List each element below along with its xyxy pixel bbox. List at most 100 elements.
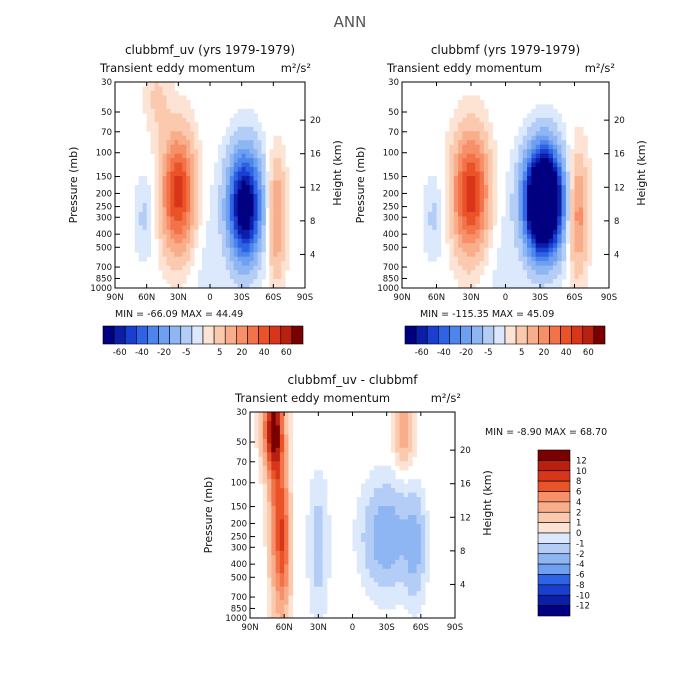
field-cell	[198, 211, 203, 217]
field-cell	[552, 265, 558, 271]
field-cell	[527, 135, 532, 141]
field-cell	[356, 541, 362, 547]
field-cell	[194, 189, 199, 195]
field-cell	[322, 546, 328, 552]
field-cell	[162, 95, 167, 101]
field-cell	[420, 506, 426, 511]
field-cell	[178, 171, 183, 177]
field-cell	[277, 207, 282, 213]
field-cell	[399, 568, 405, 574]
field-cell	[178, 202, 183, 208]
field-cell	[178, 265, 183, 271]
field-cell	[587, 207, 593, 213]
field-cell	[466, 261, 472, 267]
field-cell	[186, 140, 191, 146]
colorbar-label: -40	[437, 348, 451, 358]
field-cell	[158, 243, 163, 249]
field-cell	[229, 122, 235, 128]
field-cell	[466, 99, 472, 105]
field-cell	[275, 452, 281, 458]
field-cell	[420, 519, 426, 525]
field-cell	[318, 573, 323, 579]
colorbar-label: -8	[576, 581, 584, 591]
field-cell	[492, 162, 498, 168]
z-tick-label: 16	[310, 150, 321, 160]
field-cell	[475, 229, 481, 235]
field-cell	[395, 483, 400, 489]
field-cell	[475, 189, 481, 195]
field-cell	[578, 265, 584, 271]
field-cell	[257, 158, 262, 164]
colorbar-label: -10	[576, 591, 590, 601]
field-cell	[565, 238, 571, 244]
field-cell	[432, 176, 437, 181]
field-cell	[475, 234, 481, 240]
field-cell	[449, 189, 455, 195]
field-cell	[237, 283, 243, 289]
field-cell	[583, 247, 588, 253]
field-cell	[277, 225, 282, 231]
field-cell	[245, 220, 250, 226]
field-cell	[142, 193, 148, 199]
field-cell	[416, 497, 422, 502]
field-cell	[241, 211, 247, 217]
field-cell	[262, 519, 268, 525]
field-cell	[535, 153, 541, 159]
field-cell	[378, 604, 383, 610]
field-cell	[186, 229, 191, 235]
field-cell	[574, 265, 580, 271]
field-cell	[471, 234, 476, 240]
field-cell	[271, 546, 277, 552]
field-cell	[574, 176, 580, 181]
field-cell	[237, 234, 243, 240]
field-cell	[475, 167, 481, 172]
field-cell	[408, 412, 413, 417]
field-cell	[378, 573, 383, 579]
field-cell	[309, 568, 315, 574]
field-cell	[399, 546, 405, 552]
field-cell	[166, 144, 171, 150]
field-cell	[432, 189, 437, 195]
field-cell	[449, 140, 455, 146]
field-cell	[395, 586, 400, 592]
field-cell	[267, 479, 272, 485]
field-cell	[466, 122, 472, 128]
field-cell	[412, 519, 417, 525]
field-cell	[241, 113, 247, 119]
field-cell	[557, 207, 562, 213]
field-cell	[557, 180, 562, 186]
p-tick-label: 30	[388, 78, 399, 88]
field-cell	[233, 113, 239, 119]
field-cell	[408, 573, 413, 579]
field-cell	[395, 479, 400, 485]
field-cell	[509, 243, 515, 249]
field-cell	[522, 122, 528, 128]
field-cell	[271, 465, 277, 471]
field-cell	[479, 185, 485, 190]
colorbar-box	[136, 325, 148, 345]
p-tick-label: 200	[231, 519, 247, 529]
field-cell	[570, 202, 575, 208]
field-cell	[288, 412, 294, 417]
field-cell	[432, 256, 437, 262]
field-cell	[267, 501, 272, 507]
field-cell	[249, 229, 254, 235]
field-cell	[514, 216, 519, 222]
field-cell	[557, 171, 562, 177]
field-cell	[257, 126, 262, 132]
field-cell	[458, 131, 463, 137]
field-cell	[458, 185, 463, 190]
field-cell	[229, 238, 235, 244]
field-cell	[273, 176, 278, 181]
field-cell	[237, 189, 243, 195]
field-cell	[408, 523, 413, 529]
field-cell	[194, 149, 199, 155]
field-cell	[483, 216, 489, 222]
field-cell	[237, 279, 243, 284]
field-cell	[540, 220, 545, 226]
p-tick-label: 100	[383, 149, 399, 159]
field-cell	[361, 510, 366, 516]
field-cell	[269, 220, 274, 226]
field-cell	[462, 198, 468, 204]
field-cell	[378, 497, 383, 502]
